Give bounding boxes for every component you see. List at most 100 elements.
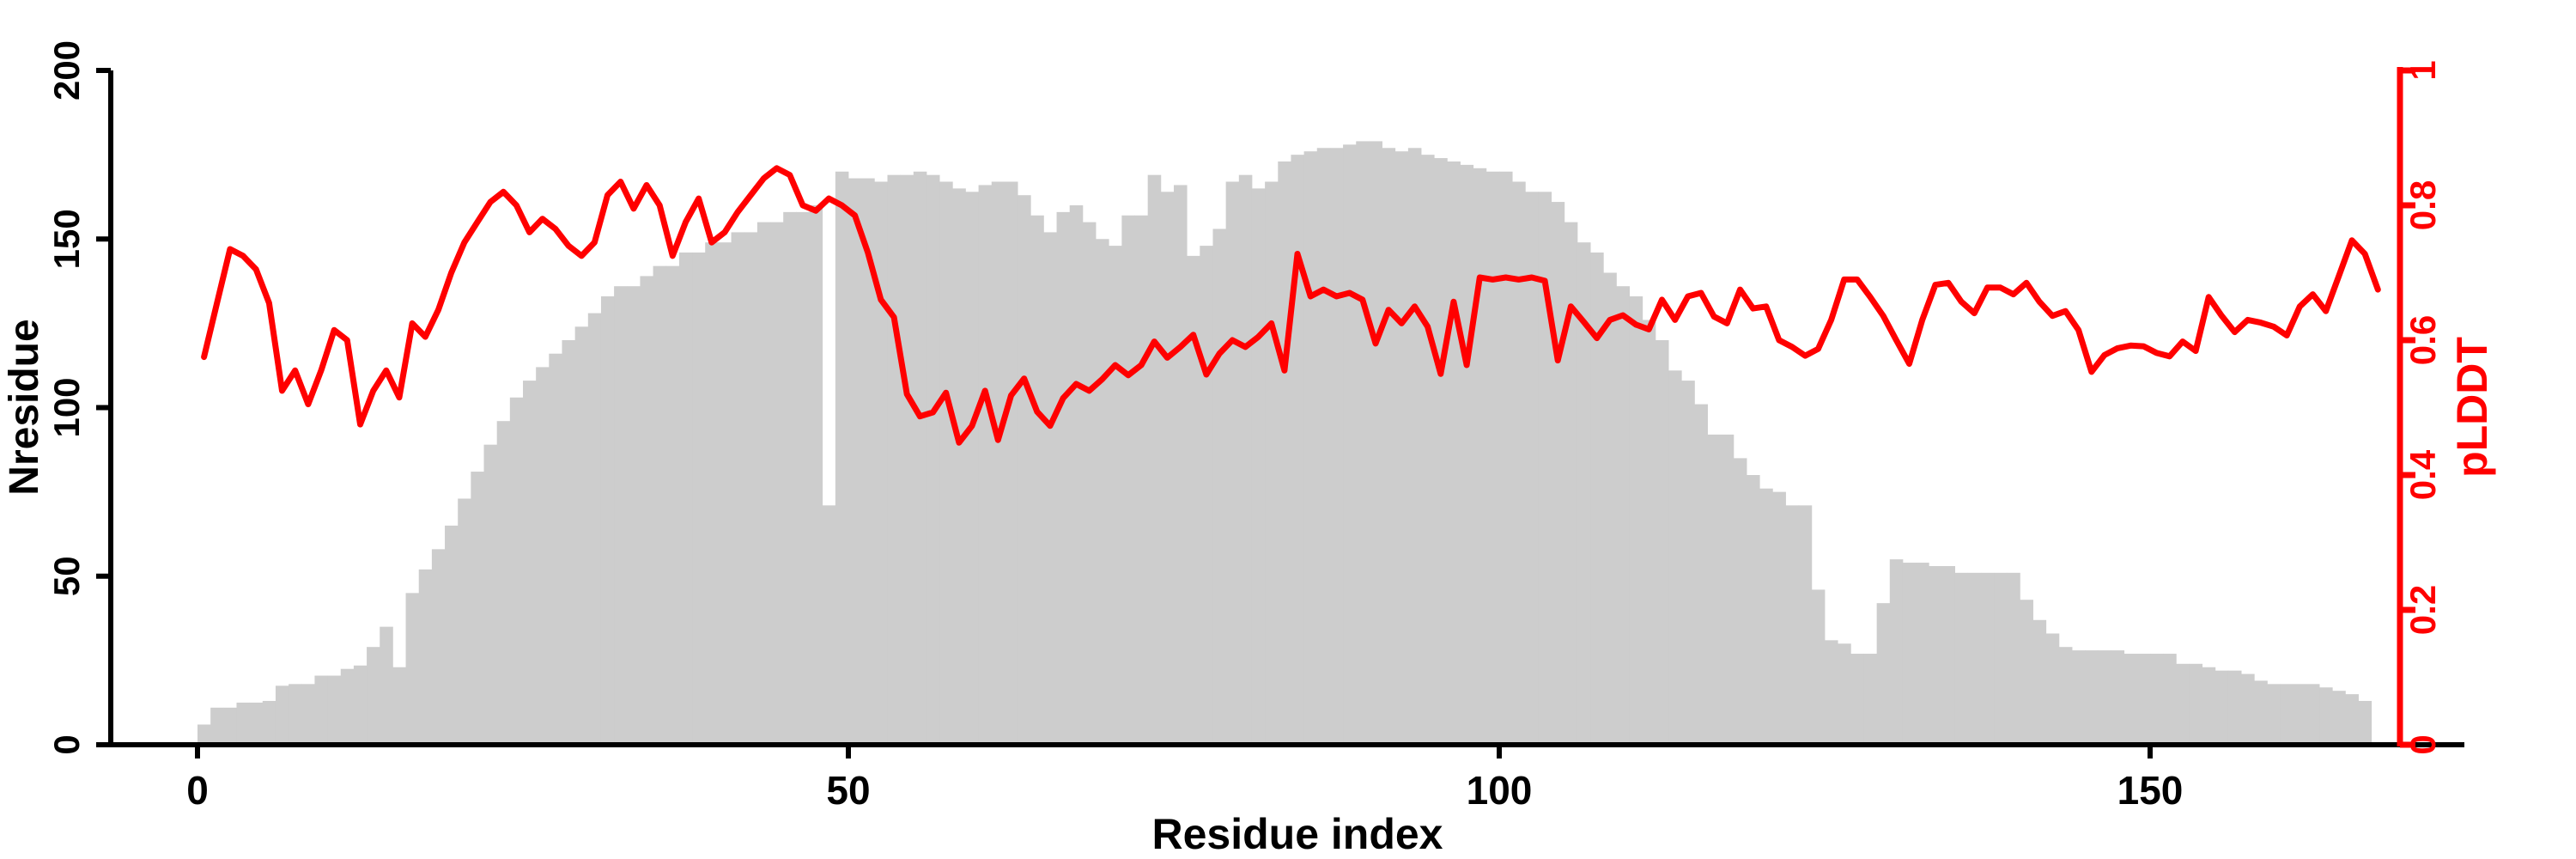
nresidue-bar [1772,491,1786,747]
nresidue-bar [210,707,224,746]
nresidue-bar [1473,168,1487,746]
nresidue-bar [1707,434,1722,746]
nresidue-bar [1343,144,1357,747]
nresidue-bar [692,252,706,746]
nresidue-bar [562,340,576,746]
nresidue-bar [965,192,979,747]
nresidue-bar [1941,565,1955,746]
nresidue-bar [1564,222,1578,747]
nresidue-bar [2007,572,2020,746]
nresidue-bar [744,232,758,746]
nresidue-bar [2267,684,2281,746]
nresidue-bar [1616,286,1630,746]
nresidue-bar [874,181,888,746]
nresidue-bar [1785,505,1800,746]
nresidue-bar [445,525,459,747]
nresidue-bar [1838,643,1851,746]
nresidue-bar [471,472,484,746]
nresidue-bar [1160,192,1175,747]
nresidue-bar [1759,488,1773,746]
nresidue-bar [2020,600,2033,746]
nresidue-bar [1238,174,1253,747]
nresidue-bar [301,684,315,746]
nresidue-bar [822,505,836,746]
nresidue-bars [197,141,2372,747]
plddt-line [201,165,2381,446]
nresidue-bar [913,171,927,746]
nresidue-bar [1018,195,1031,747]
nresidue-bar [1329,148,1344,746]
nresidue-bar [1929,565,1942,746]
nresidue-bar [1889,559,1904,747]
nresidue-bar [1225,181,1240,746]
nresidue-bar [2306,684,2320,746]
nresidue-bar [2332,691,2346,746]
nresidue-bar [1577,242,1591,746]
nresidue-bar [1525,192,1539,747]
left-y-tick-label: 150 [46,209,87,269]
nresidue-bar [770,222,784,747]
nresidue-bar [1447,161,1461,747]
nresidue-bar [1811,589,1826,746]
nresidue-bar [1681,381,1695,746]
nresidue-bar [600,295,615,747]
nresidue-bar [1421,155,1435,747]
nresidue-bar [665,265,680,746]
nresidue-bar [2215,670,2229,746]
nresidue-bar [405,593,420,747]
nresidue-bar [731,232,745,746]
nresidue-bar [236,702,251,746]
nresidue-bar [2136,654,2151,746]
nresidue-bar [1512,181,1526,746]
nresidue-bar [1720,434,1735,746]
nresidue-bar [952,188,966,747]
nresidue-bar [1278,161,1291,747]
left-y-tick-label: 0 [46,734,87,754]
right-y-tick-label: 1 [2403,60,2443,80]
nresidue-bar [1825,640,1838,746]
nresidue-bar [1109,246,1122,747]
nresidue-bar [861,178,875,747]
nresidue-bar [2085,650,2099,746]
nresidue-bar [2058,647,2073,746]
nresidue-bar [367,647,380,746]
nresidue-bar [1200,246,1213,747]
nresidue-bar [718,242,732,746]
nresidue-bar [197,724,211,746]
nresidue-bar [2254,680,2268,746]
nresidue-bar [458,498,471,746]
nresidue-bar [2176,663,2190,746]
nresidue-bar [1994,572,2008,746]
tick-labels: 0 50 100 150 0 50 100 150 200 0 0.2 0.4 0.6 0.8 1 [46,40,2443,813]
nresidue-bar [809,205,823,746]
nresidue-bar [1694,404,1708,746]
nresidue-bar [2345,694,2359,747]
nresidue-bar [2189,663,2203,746]
nresidue-bar [1916,563,1929,746]
nresidue-bar [1369,141,1382,747]
nresidue-bar [1967,572,1982,746]
nresidue-bar [1538,192,1552,747]
nresidue-bar [1954,572,1969,746]
right-y-tick-label: 0.8 [2403,180,2443,230]
nresidue-bar [1265,181,1279,746]
nresidue-bar [848,178,862,747]
nresidue-bar [1056,211,1071,747]
nresidue-bar [1499,171,1513,746]
nresidue-bar [2111,650,2125,746]
nresidue-bar [2358,700,2372,746]
nresidue-bar [1251,188,1266,747]
left-y-tick-label: 100 [46,377,87,437]
nresidue-bar [1733,458,1747,747]
nresidue-bar [1850,654,1864,746]
nresidue-bar [327,675,342,746]
nresidue-bar [1551,202,1565,746]
nresidue-bar [431,549,446,746]
nresidue-bar [2202,667,2216,746]
nresidue-bar [1121,215,1135,746]
nresidue-bar [380,626,393,747]
nresidue-bar [1356,141,1370,747]
nresidue-bar [1902,563,1917,746]
